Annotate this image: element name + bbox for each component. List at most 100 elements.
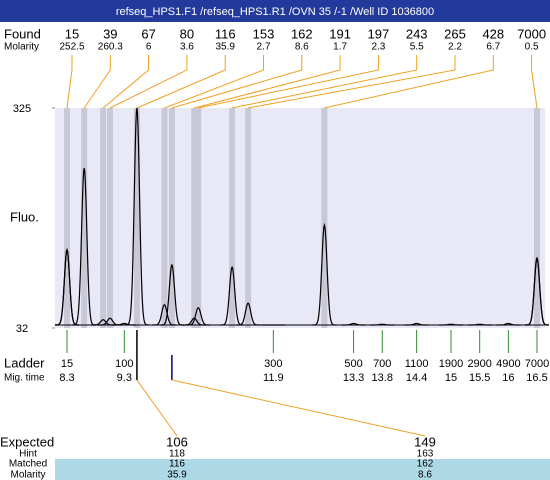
hint-value: 118 <box>169 449 185 460</box>
peak-band <box>245 108 252 328</box>
ladder-size: 2900 <box>467 358 491 370</box>
found-size: 191 <box>329 26 351 41</box>
found-molarity: 5.5 <box>410 42 424 53</box>
ladder-peak <box>467 323 492 326</box>
y-tick-label: 325 <box>13 103 31 115</box>
found-molarity: 260.3 <box>98 42 123 53</box>
ladder-peak <box>439 323 463 326</box>
expected-leader <box>171 379 426 437</box>
found-leader <box>83 55 111 109</box>
ladder-size: 500 <box>344 358 362 370</box>
ladder-time: 13.8 <box>372 372 393 384</box>
found-molarity: 0.5 <box>525 42 539 53</box>
ladder-time: 13.3 <box>343 372 364 384</box>
found-peak <box>236 302 261 326</box>
ladder-time: 16.5 <box>526 372 547 384</box>
ladder-size: 700 <box>373 358 391 370</box>
ladder-time: 15.5 <box>469 372 490 384</box>
found-molarity: 6 <box>146 42 152 53</box>
found-peak <box>159 263 184 326</box>
matched-value: 162 <box>417 459 434 470</box>
peak-band <box>64 108 70 328</box>
title-bar <box>0 0 550 22</box>
found-size: 7000 <box>517 26 546 41</box>
found-molarity: 1.7 <box>333 42 347 53</box>
ladder-peak <box>370 323 395 326</box>
expected-molarity: 8.6 <box>418 470 432 480</box>
ladder-peak <box>525 256 549 326</box>
found-size: 428 <box>482 26 504 41</box>
found-peak <box>124 107 149 326</box>
peak-band <box>133 108 140 328</box>
ladder-size: 1900 <box>439 358 463 370</box>
found-size: 80 <box>180 26 194 41</box>
found-leader <box>248 55 456 109</box>
ladder-time: 15 <box>445 372 457 384</box>
mig-time-label: Mig. time <box>4 373 45 384</box>
found-size: 162 <box>291 26 313 41</box>
ladder-peak <box>55 248 79 326</box>
found-size: 67 <box>141 26 155 41</box>
found-leader <box>171 55 303 109</box>
ladder-time: 16 <box>502 372 514 384</box>
ladder-time: 8.3 <box>59 372 74 384</box>
matched-value: 116 <box>169 459 185 470</box>
peak-band <box>100 108 107 328</box>
title: refseq_HPS1.F1 /refseq_HPS1.R1 /OVN 35 /… <box>116 6 434 18</box>
found-size: 243 <box>406 26 428 41</box>
ladder-size: 4900 <box>496 358 520 370</box>
found-leader <box>102 55 150 109</box>
ladder-peak <box>404 322 429 326</box>
found-leader <box>194 55 341 109</box>
expected-molarity: 35.9 <box>167 470 187 480</box>
peak-band <box>168 108 175 328</box>
found-leader <box>231 55 418 109</box>
found-molarity: 35.9 <box>215 42 235 53</box>
found-peak <box>312 222 337 326</box>
found-molarity: 3.6 <box>180 42 194 53</box>
found-size: 265 <box>444 26 466 41</box>
found-size: 197 <box>368 26 390 41</box>
found-molarity: 2.7 <box>257 42 271 53</box>
ladder-peak <box>112 322 137 326</box>
found-peak <box>91 319 116 326</box>
found-label: Found <box>4 26 41 41</box>
found-leader <box>198 55 379 109</box>
hint-value: 163 <box>417 449 434 460</box>
peak-band <box>106 108 113 328</box>
found-size: 15 <box>65 26 79 41</box>
ladder-size: 1100 <box>405 358 429 370</box>
expected-value: 149 <box>414 434 436 449</box>
ladder-size: 300 <box>264 358 282 370</box>
peak-band <box>161 108 168 328</box>
found-leader <box>164 55 264 109</box>
matched-label: Matched <box>9 459 47 470</box>
found-peak <box>186 307 211 326</box>
peak-band <box>81 108 88 328</box>
ladder-time: 9.3 <box>117 372 132 384</box>
y-axis-label: Fluo. <box>10 209 39 224</box>
peak-band <box>534 108 540 328</box>
ladder-peak <box>496 322 521 326</box>
ladder-size: 7000 <box>525 358 549 370</box>
found-molarity: 2.2 <box>448 42 462 53</box>
found-leader <box>136 55 226 109</box>
found-size: 39 <box>103 26 117 41</box>
ladder-peak <box>341 322 366 326</box>
found-leader <box>66 55 73 109</box>
ladder-size: 15 <box>61 358 73 370</box>
ladder-label: Ladder <box>4 355 45 370</box>
found-molarity: 2.3 <box>371 42 385 53</box>
peak-band <box>321 108 328 328</box>
hint-label: Hint <box>19 449 37 460</box>
expected-molarity-label: Molarity <box>10 470 45 480</box>
expected-value: 106 <box>166 434 188 449</box>
expected-leader <box>136 379 178 437</box>
found-molarity: 252.5 <box>59 42 84 53</box>
found-molarity: 8.6 <box>295 42 309 53</box>
peak-band <box>191 108 198 328</box>
found-peak <box>152 303 177 326</box>
found-leader <box>324 55 494 109</box>
ladder-size: 100 <box>115 358 133 370</box>
